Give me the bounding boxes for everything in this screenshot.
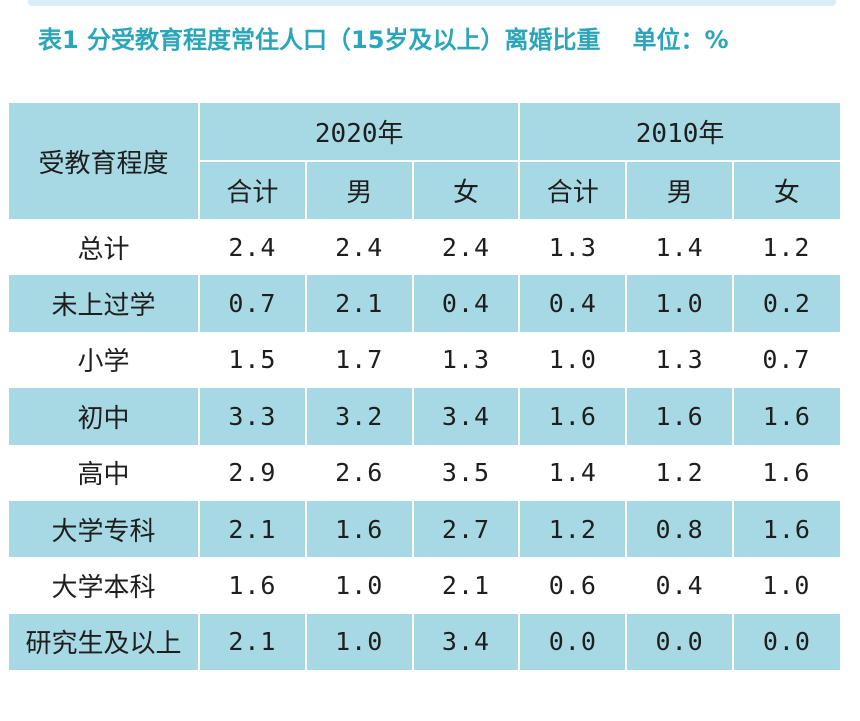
table-cell: 0.4 (626, 557, 734, 614)
table-cell: 1.0 (626, 275, 734, 332)
table-title: 表1 分受教育程度常住人口（15岁及以上）离婚比重 (38, 26, 601, 54)
table-cell: 1.6 (305, 500, 414, 558)
unit-label: 单位：% (632, 26, 729, 54)
table-cell: 0.7 (733, 331, 841, 389)
table-cell: 1.2 (733, 219, 841, 276)
table-cell: 1.0 (305, 557, 414, 614)
table-cell: 1.6 (733, 500, 840, 558)
table-caption: 表1 分受教育程度常住人口（15岁及以上）离婚比重 单位：% (38, 18, 838, 62)
table-cell: 2.4 (199, 219, 307, 276)
table-cell: 3.4 (412, 388, 521, 445)
subheader-2020-female: 女 (412, 161, 521, 219)
table-cell: 2.9 (199, 444, 307, 501)
table-cell: 1.6 (733, 388, 840, 445)
header-row-gender: 合计 男 女 合计 男 女 (9, 161, 840, 219)
table-row: 高中 2.9 2.6 3.5 1.4 1.2 1.6 (9, 444, 841, 501)
table-cell: 3.4 (412, 613, 521, 671)
row-label: 大学专科 (9, 500, 200, 558)
table-cell: 1.4 (626, 219, 734, 276)
table-cell: 0.2 (733, 275, 840, 332)
table-cell: 1.6 (519, 388, 628, 445)
table-body: 总计 2.4 2.4 2.4 1.3 1.4 1.2 未上过学 0.7 2.1 0.4 0.4 1.0 0… (9, 219, 841, 671)
table-cell: 1.0 (519, 331, 628, 389)
row-label: 未上过学 (9, 275, 200, 332)
top-decorative-strip (28, 0, 836, 6)
table-row: 初中 3.3 3.2 3.4 1.6 1.6 1.6 (9, 388, 840, 445)
row-label: 高中 (9, 444, 200, 501)
table-cell: 2.6 (305, 444, 414, 501)
table-cell: 1.3 (519, 219, 628, 276)
table-row: 大学本科 1.6 1.0 2.1 0.6 0.4 1.0 (9, 557, 841, 614)
row-label: 初中 (9, 388, 200, 445)
table-cell: 1.6 (199, 557, 307, 614)
table-cell: 1.0 (733, 557, 841, 614)
divorce-ratio-table: 受教育程度 2020年 2010年 合计 男 女 合计 男 女 总计 2.4 2.4… (9, 103, 841, 671)
subheader-2020-total: 合计 (199, 161, 307, 219)
subheader-2020-male: 男 (305, 161, 414, 219)
table-cell: 1.3 (626, 331, 734, 389)
table-cell: 2.1 (412, 557, 521, 614)
table-cell: 3.2 (305, 388, 414, 445)
table-cell: 0.6 (519, 557, 628, 614)
table-cell: 1.6 (733, 444, 841, 501)
table-cell: 2.4 (412, 219, 521, 276)
table-cell: 1.0 (305, 613, 414, 671)
table-row: 未上过学 0.7 2.1 0.4 0.4 1.0 0.2 (9, 275, 840, 332)
table-cell: 0.4 (519, 275, 628, 332)
row-header-education: 受教育程度 (9, 103, 200, 219)
table-cell: 0.8 (626, 500, 734, 558)
table-cell: 2.1 (199, 500, 307, 558)
table-cell: 2.1 (305, 275, 414, 332)
table-cell: 0.0 (519, 613, 628, 671)
year-header-2010: 2010年 (519, 103, 840, 162)
header-row-years: 受教育程度 2020年 2010年 (9, 103, 840, 219)
table-row: 小学 1.5 1.7 1.3 1.0 1.3 0.7 (9, 331, 841, 389)
row-label: 研究生及以上 (9, 613, 200, 671)
table-row: 总计 2.4 2.4 2.4 1.3 1.4 1.2 (9, 219, 841, 276)
table-cell: 3.3 (199, 388, 307, 445)
table-cell: 2.1 (199, 613, 307, 671)
row-label: 大学本科 (9, 557, 200, 614)
year-header-2020: 2020年 (199, 103, 521, 162)
row-label: 小学 (9, 331, 200, 389)
table-cell: 2.7 (412, 500, 521, 558)
table-cell: 1.2 (519, 500, 628, 558)
table-cell: 0.0 (626, 613, 734, 671)
table-cell: 2.4 (305, 219, 414, 276)
table-cell: 1.4 (519, 444, 628, 501)
table-row: 研究生及以上 2.1 1.0 3.4 0.0 0.0 0.0 (9, 613, 840, 671)
subheader-2010-male: 男 (626, 161, 734, 219)
table-cell: 1.5 (199, 331, 307, 389)
table-cell: 0.4 (412, 275, 521, 332)
table-cell: 0.0 (733, 613, 840, 671)
table-cell: 0.7 (199, 275, 307, 332)
row-label: 总计 (9, 219, 200, 276)
table-cell: 1.2 (626, 444, 734, 501)
subheader-2010-female: 女 (733, 161, 840, 219)
table-cell: 3.5 (412, 444, 521, 501)
table-cell: 1.7 (305, 331, 414, 389)
table-cell: 1.6 (626, 388, 734, 445)
subheader-2010-total: 合计 (519, 161, 628, 219)
table-cell: 1.3 (412, 331, 521, 389)
table-row: 大学专科 2.1 1.6 2.7 1.2 0.8 1.6 (9, 500, 840, 558)
